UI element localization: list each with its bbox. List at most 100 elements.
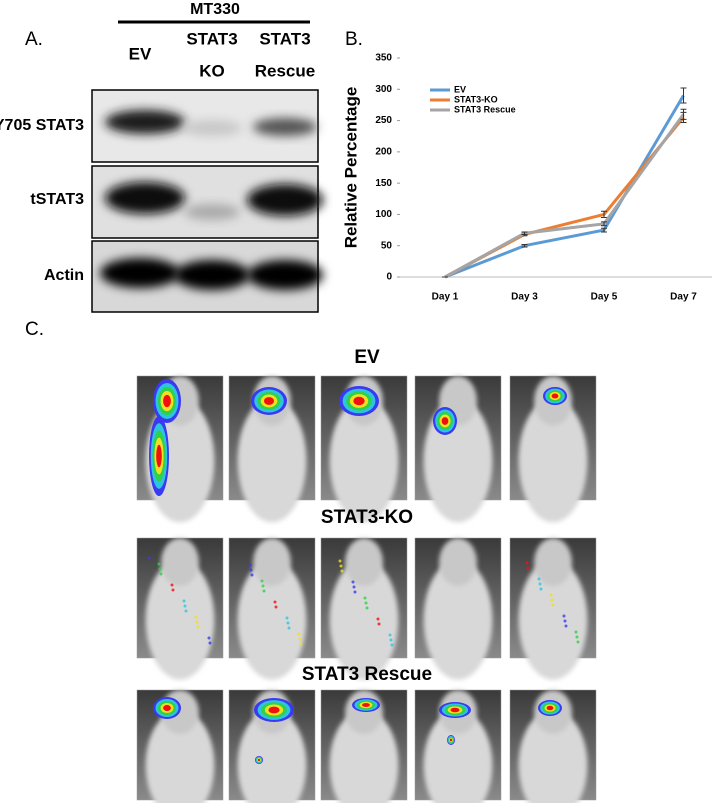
signal [353,396,365,406]
error-bar [601,221,607,227]
mouse-image [414,375,502,523]
mouse-head [439,538,477,586]
signal [263,397,275,405]
signal [441,417,449,425]
dot [159,572,163,576]
mouse-image [509,375,597,523]
band [184,204,240,220]
row-label: tSTAT3 [30,191,84,208]
mouse-head [534,538,572,586]
dot [207,636,211,640]
mouse-body [329,709,399,803]
band [105,110,185,134]
y-tick-label: 350 [375,53,392,64]
mouse-head [161,538,199,586]
error-bar [680,108,687,120]
band [247,260,323,290]
dot [298,637,302,641]
dot [171,588,175,592]
dot [364,601,368,605]
series-line [444,113,685,279]
dot [248,563,252,567]
dot [352,585,356,589]
dot [286,621,290,625]
y-axis-label: Relative Percentage [341,87,360,249]
mouse-head [253,538,291,586]
mouse-body [329,398,399,523]
dot [574,630,578,634]
blot-header: MT330 [190,1,240,18]
dot [195,620,199,624]
mouse-image [136,689,224,803]
lane-label: STAT3 [259,29,310,48]
mouse-body [329,559,399,680]
dot [158,567,162,571]
dot [273,600,277,604]
dot [562,614,566,618]
mouse-image [228,689,316,803]
mouse-head [345,538,383,586]
error-bar [680,87,687,104]
dot [170,583,174,587]
dot [525,561,529,565]
signal [163,394,171,408]
dot [526,566,530,570]
mouse-body [237,709,307,803]
band [174,260,250,290]
dot [353,590,357,594]
legend-label: STAT3 Rescue [454,104,516,114]
y-tick-label: 0 [386,272,392,283]
group-title: STAT3 Rescue [302,664,432,685]
mouse-body [423,559,493,680]
dot [157,562,161,566]
signal [268,706,280,714]
dot [389,638,393,642]
dot [338,559,342,563]
group-title: EV [354,347,380,368]
mouse-body [145,559,215,680]
dot [563,619,567,623]
mouse-head [345,690,383,734]
dot [564,624,568,628]
y-tick-label: 200 [375,146,392,157]
error-bar [601,227,607,233]
dot [365,606,369,610]
dot [183,604,187,608]
signal [156,444,162,468]
dot [377,622,381,626]
dot [297,632,301,636]
dot [261,584,265,588]
y-tick-label: 50 [381,240,393,251]
lane-label: STAT3 [186,29,237,48]
mouse-image [136,375,224,523]
mouse-body [518,398,588,523]
signal [546,705,554,711]
row-label: pY705 STAT3 [0,117,84,134]
panel-label: B. [345,29,363,50]
mouse-body [237,398,307,523]
signal [449,738,453,742]
dot [376,617,380,621]
panel-label: A. [25,29,43,50]
lane-label: KO [199,61,225,80]
legend-label: STAT3-KO [454,94,498,104]
mouse-image [228,375,316,523]
mouse-image [228,537,316,680]
y-tick-label: 150 [375,178,392,189]
dot [363,596,367,600]
x-tick-label: Day 1 [432,292,459,303]
dot [539,587,543,591]
dot [147,556,151,560]
dot [551,603,555,607]
mouse-body [518,709,588,803]
dot [285,616,289,620]
dot [249,568,253,572]
x-tick-label: Day 5 [591,292,618,303]
lane-label: Rescue [255,61,315,80]
group-title: STAT3-KO [321,507,413,528]
band [253,118,317,136]
dot [194,615,198,619]
signal [257,758,261,762]
signal [551,393,559,399]
